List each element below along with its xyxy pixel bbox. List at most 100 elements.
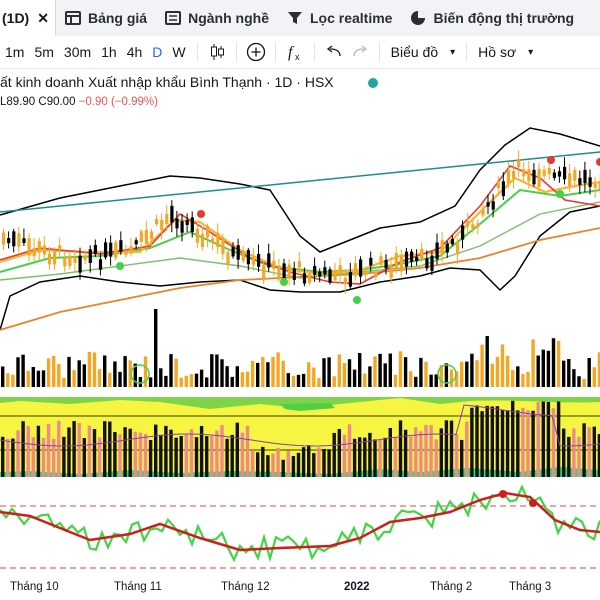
timeframe-d[interactable]: D bbox=[152, 44, 163, 60]
candle bbox=[313, 265, 317, 275]
volume-bar bbox=[154, 309, 158, 387]
candle bbox=[27, 238, 31, 256]
histogram-bar bbox=[332, 432, 336, 477]
volume-bar bbox=[266, 362, 270, 387]
volume-bar bbox=[378, 353, 382, 387]
volume-bar bbox=[128, 360, 132, 387]
volume-bar bbox=[199, 369, 204, 387]
tab-active-chart[interactable]: (1D) ✕ bbox=[0, 0, 56, 36]
histogram-bar bbox=[403, 429, 408, 477]
histogram-bar bbox=[439, 428, 443, 477]
candlestick-icon[interactable] bbox=[204, 38, 230, 66]
ohlc-low: L89.90 bbox=[0, 96, 36, 108]
volume-bar bbox=[475, 360, 479, 387]
candle bbox=[481, 209, 485, 216]
histogram-bar bbox=[184, 434, 188, 477]
buy-signal-dot bbox=[353, 296, 361, 304]
volume-histogram bbox=[1, 309, 600, 387]
volume-bar bbox=[409, 371, 413, 387]
histogram-bar bbox=[281, 459, 285, 477]
histogram-bar bbox=[572, 428, 576, 477]
timeframe-1h[interactable]: 1h bbox=[101, 44, 117, 60]
histogram-bar bbox=[546, 401, 551, 477]
histogram-bar bbox=[500, 409, 505, 477]
candle bbox=[450, 238, 454, 245]
candle bbox=[68, 255, 72, 266]
ohlc-readout: L89.90 C90.00 −0.90 (−0.99%) bbox=[0, 96, 158, 108]
close-icon[interactable]: ✕ bbox=[37, 9, 49, 26]
volume-bar bbox=[582, 378, 586, 387]
volume-bar bbox=[87, 351, 92, 387]
histogram-bar bbox=[6, 438, 10, 477]
tab-bien-dong[interactable]: Biến động thị trường bbox=[401, 0, 583, 36]
tab-bang-gia[interactable]: Bảng giá bbox=[56, 0, 156, 36]
timeframe-w[interactable]: W bbox=[172, 44, 186, 60]
candle bbox=[593, 183, 597, 189]
volume-bar bbox=[77, 360, 81, 387]
tab-loc-realtime-label: Lọc realtime bbox=[309, 10, 393, 26]
volume-bar bbox=[179, 377, 183, 387]
histogram-bar bbox=[113, 432, 117, 477]
tab-nganh-nghe[interactable]: Ngành nghề bbox=[156, 0, 278, 36]
candle bbox=[415, 257, 419, 262]
x-axis-label: Tháng 12 bbox=[221, 581, 270, 593]
timeframe-30m[interactable]: 30m bbox=[63, 44, 92, 60]
volume-bar bbox=[521, 373, 525, 387]
undo-icon[interactable] bbox=[321, 38, 347, 66]
histogram-bar bbox=[480, 411, 484, 477]
chart-type-button[interactable]: Biểu đồ ▾ bbox=[386, 44, 461, 60]
candle bbox=[389, 264, 393, 278]
candle bbox=[461, 225, 465, 240]
histogram-bar bbox=[199, 426, 204, 477]
candle bbox=[104, 242, 108, 258]
candle bbox=[195, 228, 199, 243]
histogram-bar bbox=[368, 432, 372, 477]
candle bbox=[129, 246, 133, 254]
add-indicator-icon[interactable] bbox=[243, 38, 269, 66]
volume-bar bbox=[439, 364, 443, 387]
volume-bar bbox=[393, 374, 398, 387]
histogram-bar bbox=[82, 438, 86, 477]
volume-bar bbox=[169, 354, 173, 387]
candle bbox=[598, 181, 600, 190]
histogram-bar bbox=[21, 421, 25, 477]
histogram-bar bbox=[138, 432, 143, 477]
histogram-bar bbox=[352, 438, 357, 477]
volume-bar bbox=[449, 369, 454, 387]
histogram-bar bbox=[485, 405, 489, 477]
volume-bar bbox=[465, 361, 469, 387]
profile-button[interactable]: Hồ sơ ▾ bbox=[473, 44, 538, 60]
histogram-bar bbox=[52, 438, 56, 477]
histogram-bar bbox=[271, 453, 275, 477]
filter-icon bbox=[287, 12, 302, 24]
tab-loc-realtime[interactable]: Lọc realtime bbox=[278, 0, 401, 36]
histogram-bar bbox=[505, 410, 510, 477]
volume-bar bbox=[245, 371, 250, 387]
volume-bar bbox=[567, 359, 571, 387]
candle bbox=[588, 177, 592, 187]
histogram-bar bbox=[41, 437, 46, 477]
histogram-bar bbox=[301, 447, 306, 477]
histogram-bar bbox=[536, 402, 540, 477]
candle bbox=[420, 248, 424, 260]
timeframe-5m[interactable]: 5m bbox=[34, 44, 54, 60]
redo-icon[interactable] bbox=[347, 38, 373, 66]
tab-bien-dong-label: Biến động thị trường bbox=[433, 10, 575, 26]
histogram-bar bbox=[235, 422, 239, 477]
histogram-bar bbox=[414, 427, 418, 477]
histogram-bar bbox=[465, 421, 469, 477]
candle bbox=[583, 169, 587, 184]
histogram-bar bbox=[449, 420, 454, 477]
volume-bar bbox=[97, 368, 102, 387]
histogram-bar bbox=[26, 426, 30, 477]
histogram-bar bbox=[276, 447, 280, 477]
histogram-bar bbox=[57, 420, 61, 477]
timeframe-4h[interactable]: 4h bbox=[126, 44, 143, 60]
volume-bar bbox=[62, 377, 66, 387]
volume-bar bbox=[256, 362, 260, 387]
volume-bar bbox=[322, 358, 326, 387]
timeframe-1m[interactable]: 1m bbox=[5, 44, 25, 60]
